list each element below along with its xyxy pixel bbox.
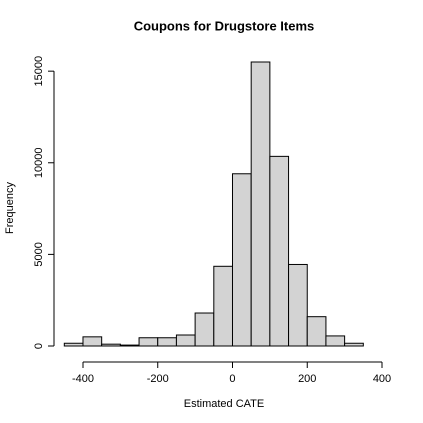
bar: [325, 335, 346, 347]
y-tick-label: 10000: [33, 147, 45, 178]
x-tick-label: -200: [147, 373, 169, 385]
bar: [231, 173, 252, 347]
bar: [157, 337, 177, 347]
bar: [194, 312, 215, 347]
bar: [138, 337, 159, 347]
x-tick-label: 200: [298, 373, 316, 385]
y-tick-label: 15000: [33, 56, 45, 87]
bar: [269, 155, 290, 347]
bar: [213, 265, 233, 347]
bar: [175, 334, 196, 347]
x-tick-label: -400: [72, 373, 94, 385]
bar: [101, 343, 121, 347]
bar: [250, 61, 271, 347]
bar: [344, 342, 364, 347]
y-tick-label: 5000: [33, 242, 45, 266]
bar: [119, 344, 140, 347]
bar: [306, 316, 327, 347]
bar: [63, 342, 84, 347]
x-tick-label: 400: [373, 373, 391, 385]
bar: [288, 263, 308, 347]
chart-title: Coupons for Drugstore Items: [134, 18, 315, 33]
x-tick-label: 0: [229, 373, 235, 385]
y-axis-label: Frequency: [4, 182, 16, 234]
x-axis-label: Estimated CATE: [184, 398, 265, 410]
y-tick-label: 0: [33, 343, 45, 349]
bar: [82, 336, 103, 347]
